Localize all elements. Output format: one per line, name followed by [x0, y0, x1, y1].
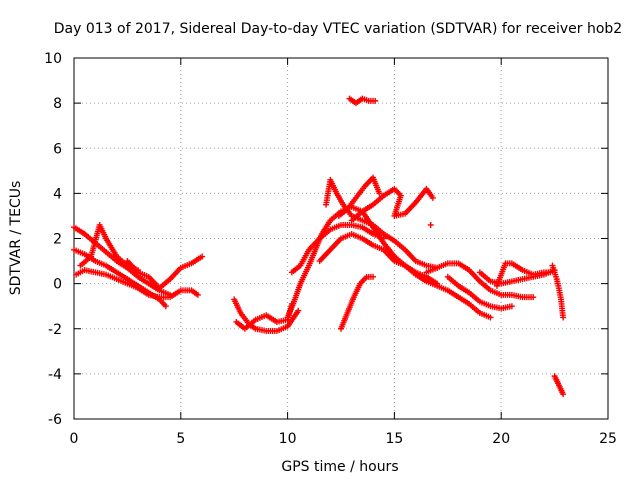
series-arc3	[77, 221, 142, 274]
series-arc5	[124, 253, 206, 292]
x-axis-label: GPS time / hours	[281, 459, 398, 475]
data-points	[71, 95, 567, 398]
data-point	[429, 194, 436, 201]
y-tick-label: -4	[48, 367, 62, 383]
data-point	[372, 97, 379, 104]
series-arc17	[423, 260, 537, 301]
series-arc12	[335, 174, 383, 219]
data-point	[162, 303, 169, 310]
y-tick-labels: -6 -4 -2 0 2 4 6 8 10	[44, 51, 62, 428]
series-arc13	[348, 185, 436, 224]
y-tick-label: 8	[53, 96, 62, 112]
series-arc20	[493, 260, 554, 289]
y-tick-label: 10	[44, 51, 62, 67]
data-point	[295, 307, 302, 314]
x-tick-label: 25	[599, 431, 617, 447]
series-arc4	[73, 267, 201, 301]
data-point	[508, 303, 515, 310]
data-point	[530, 294, 537, 301]
series-arc9	[288, 221, 387, 276]
series-arc15	[338, 273, 377, 332]
y-tick-label: 0	[53, 277, 62, 293]
y-axis-label: SDTVAR / TECUs	[8, 181, 24, 296]
x-tick-label: 5	[176, 431, 185, 447]
axis-ticks	[73, 57, 609, 420]
data-point	[376, 190, 383, 197]
x-tick-label: 0	[70, 431, 79, 447]
data-point	[487, 314, 494, 321]
series-arc16	[427, 221, 434, 228]
data-point	[194, 291, 201, 298]
y-tick-label: -6	[48, 412, 62, 428]
y-tick-label: 4	[53, 186, 62, 202]
x-tick-label: 10	[279, 431, 297, 447]
data-point	[199, 253, 206, 260]
x-tick-label: 20	[492, 431, 510, 447]
x-tick-label: 15	[385, 431, 403, 447]
data-point	[427, 221, 434, 228]
y-tick-label: 2	[53, 232, 62, 248]
x-tick-labels: 0 5 10 15 20 25	[70, 431, 617, 447]
data-point	[560, 391, 567, 398]
series-arc10	[316, 230, 494, 321]
chart-title: Day 013 of 2017, Sidereal Day-to-day VTE…	[54, 21, 622, 37]
y-tick-label: -2	[48, 322, 62, 338]
series-arc18	[444, 273, 515, 312]
series-arc2	[71, 246, 169, 310]
series-arc14	[346, 95, 379, 107]
data-point	[370, 273, 377, 280]
data-point	[560, 314, 567, 321]
series-arc22	[551, 373, 567, 398]
y-tick-label: 6	[53, 141, 62, 157]
series-arc21	[549, 262, 567, 321]
